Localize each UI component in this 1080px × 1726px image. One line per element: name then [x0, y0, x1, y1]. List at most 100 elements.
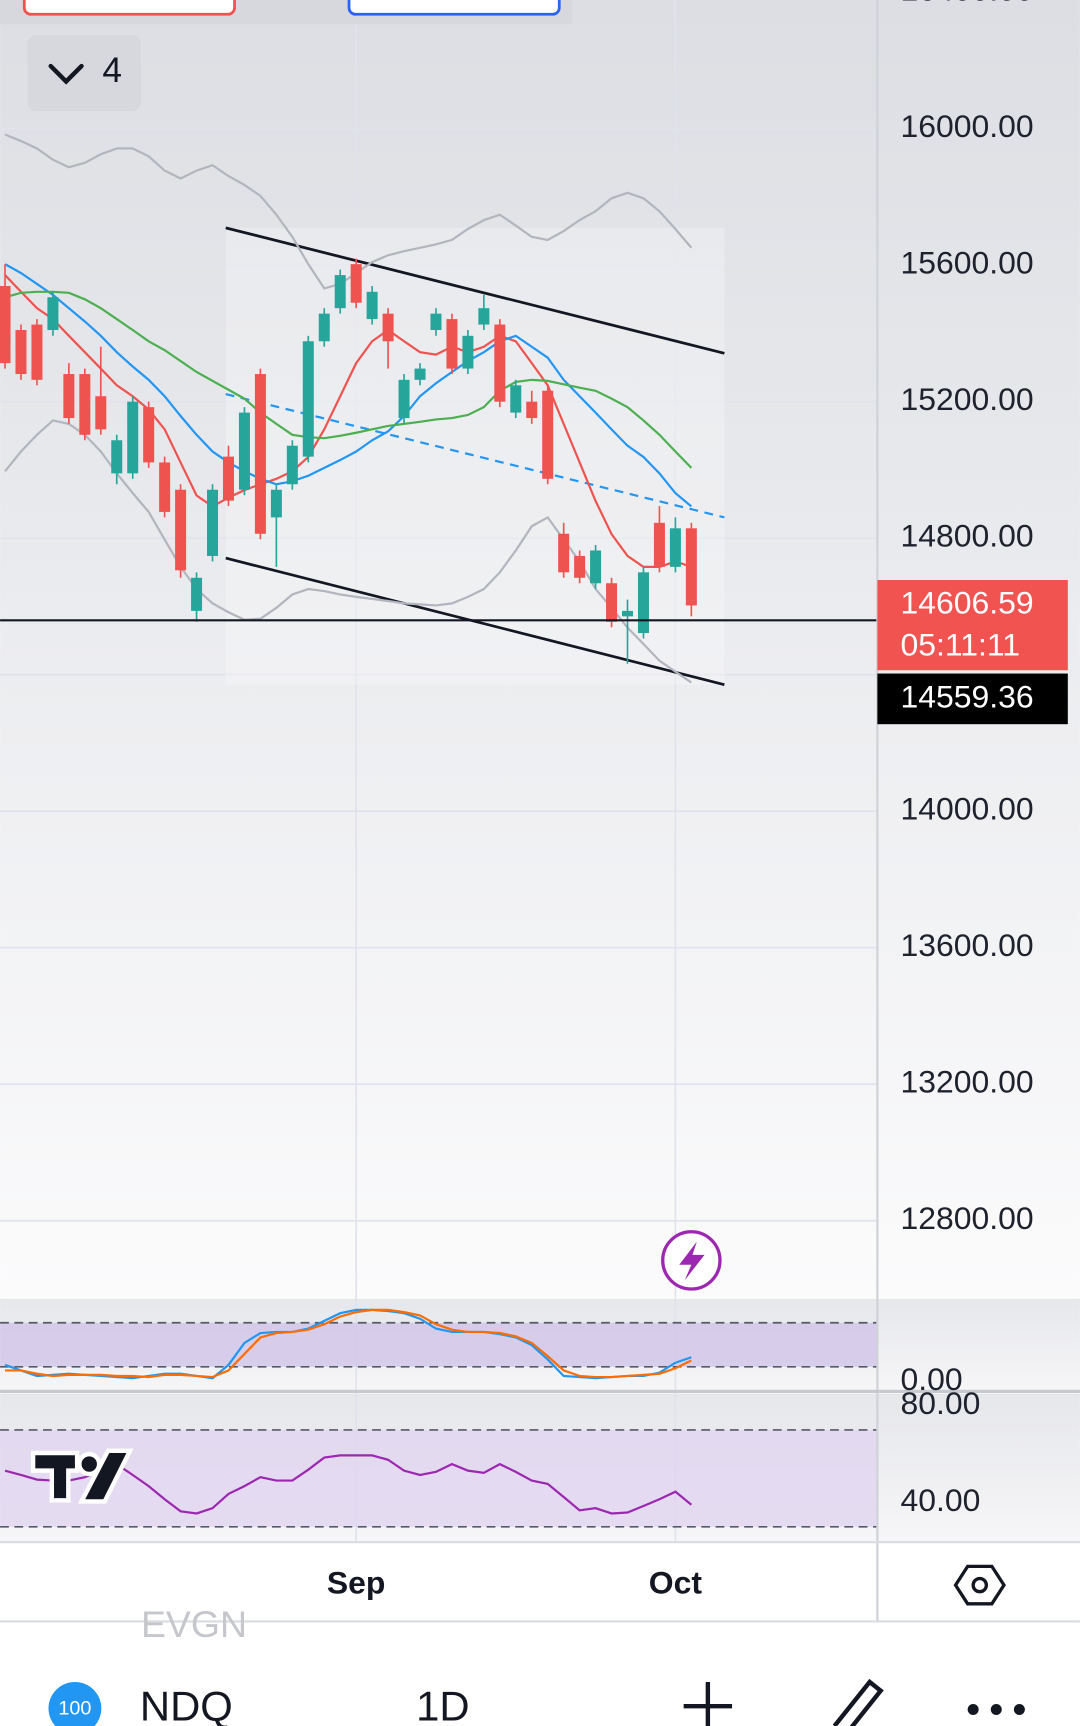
footer-background [0, 1542, 1080, 1726]
candle-body [669, 528, 681, 567]
lightning-icon [679, 1241, 705, 1281]
faded-text: EVGN [141, 1603, 247, 1645]
dot [967, 1703, 979, 1715]
draw-icon[interactable] [832, 1678, 884, 1726]
candle-body [350, 264, 362, 303]
candle-body [318, 313, 330, 342]
candle-body [494, 324, 506, 402]
candle-body [510, 385, 522, 413]
y-tick-label: 13600.00 [901, 927, 1034, 963]
sell-button[interactable] [22, 0, 236, 16]
price-line-label: 14559.36 [901, 678, 1034, 714]
candle-body [175, 489, 187, 571]
y-tick-label: 15200.00 [901, 381, 1034, 417]
chevron-icon [48, 63, 84, 85]
candle-body [111, 440, 123, 474]
drawings [225, 226, 725, 687]
symbol-badge[interactable] [48, 1681, 102, 1726]
candle-body [414, 368, 426, 380]
trend-line [225, 226, 725, 355]
candle-body [685, 528, 697, 606]
dot [990, 1703, 1002, 1715]
candle-body [79, 374, 91, 435]
candle-body [606, 583, 618, 622]
symbol-name[interactable]: NDQ [140, 1683, 233, 1726]
hex-dot [971, 1576, 989, 1594]
indicator-line [4, 263, 693, 508]
layout-button-bg [27, 35, 141, 112]
candle-body [222, 456, 234, 501]
y-tick-label: 16400.00 [901, 0, 1034, 8]
y-tick-label: 40.00 [901, 1482, 981, 1518]
candle-body [382, 313, 394, 342]
candle-body [254, 374, 266, 534]
candle-body [366, 291, 378, 320]
candle-body [286, 445, 298, 485]
more-icon[interactable] [967, 1703, 1025, 1715]
x-tick-label: Sep [327, 1565, 386, 1601]
y-tick-label: 14800.00 [901, 518, 1034, 554]
y-tick-label: 0.00 [901, 1361, 963, 1397]
candle-body [446, 319, 458, 369]
logo-t [30, 1450, 80, 1503]
candle-body [159, 462, 171, 512]
candle-body [0, 285, 11, 364]
x-tick-label: Oct [649, 1565, 703, 1601]
layout-count: 4 [102, 51, 122, 90]
interval[interactable]: 1D [416, 1683, 469, 1726]
y-tick-label: 15600.00 [901, 245, 1034, 281]
y-tick-label: 80.00 [901, 1385, 981, 1421]
candle-body [653, 522, 665, 567]
candle-body [63, 374, 75, 419]
current-price: 14606.59 [901, 585, 1034, 621]
logo-slash [77, 1448, 134, 1504]
candle-body [302, 341, 314, 457]
settings-button[interactable] [953, 1564, 1006, 1606]
candle-body [207, 489, 219, 556]
candle-body [637, 572, 649, 634]
candle-body [270, 489, 282, 518]
channel-zone [225, 227, 725, 685]
hex-icon [953, 1564, 1006, 1606]
candle-body [47, 297, 59, 331]
indicator-line [4, 290, 693, 469]
candle-body [542, 390, 554, 479]
plot [0, 133, 878, 1515]
indicator-line [4, 274, 692, 568]
candle-body [574, 555, 586, 578]
candle-body [95, 396, 107, 430]
indicator-line [4, 1308, 692, 1380]
candle-body [143, 407, 155, 463]
current-price-box [877, 579, 1068, 671]
candle-body [430, 313, 442, 331]
y-tick-label: 14000.00 [901, 791, 1034, 827]
candle-body [622, 610, 634, 617]
candle-body [15, 330, 27, 375]
candle-body [462, 335, 474, 369]
candle-body [590, 550, 602, 584]
indicator-line [4, 133, 693, 290]
candle-body [31, 324, 43, 380]
y-tick-label: 12800.00 [901, 1200, 1034, 1236]
alert-button[interactable] [661, 1230, 722, 1291]
candle-body [238, 412, 250, 490]
candle-body [478, 308, 490, 325]
candle-body [558, 533, 570, 573]
indicator-line [5, 1308, 692, 1379]
y-tick-label: 16000.00 [901, 108, 1034, 144]
countdown: 05:11:11 [901, 627, 1020, 663]
candle-body [526, 401, 538, 419]
y-tick-label: 13200.00 [901, 1064, 1034, 1100]
tv-logo [30, 1448, 134, 1504]
candle-body [127, 401, 139, 474]
candle-body [398, 379, 410, 419]
layout-button[interactable]: 4 [27, 35, 141, 112]
candle-body [191, 577, 203, 611]
buy-button[interactable] [347, 0, 561, 16]
add-icon[interactable] [683, 1681, 733, 1726]
dot [1013, 1703, 1025, 1715]
badge-text: 100 [58, 1698, 91, 1720]
level-band [0, 1429, 878, 1527]
